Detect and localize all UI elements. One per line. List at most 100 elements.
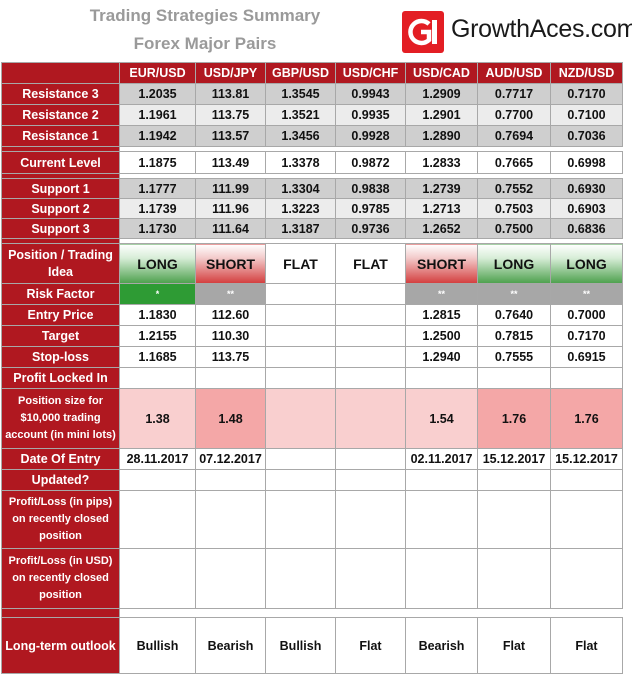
cell: 1.48	[195, 388, 266, 449]
cell: 1.54	[405, 388, 478, 449]
cell: 1.2909	[405, 83, 478, 105]
spacer	[477, 146, 551, 152]
cell: 1.2890	[405, 125, 478, 147]
row-label: Support 2	[1, 198, 120, 219]
page-title: Trading Strategies Summary	[89, 6, 321, 25]
cell: 0.9935	[335, 104, 406, 126]
cell: 0.9736	[335, 218, 406, 239]
cell: 1.2940	[405, 346, 478, 368]
cell: 111.99	[195, 178, 266, 199]
g1-logo-icon	[402, 11, 444, 53]
spacer	[119, 146, 196, 152]
row-label: Position / Trading Idea	[1, 243, 120, 284]
pair-header: EUR/USD	[119, 62, 196, 84]
cell: 110.30	[195, 325, 266, 347]
cell: 0.7700	[477, 104, 551, 126]
cell: 1.3456	[265, 125, 336, 147]
cell: 0.7555	[477, 346, 551, 368]
cell: 0.6998	[550, 151, 623, 174]
cell: 0.6915	[550, 346, 623, 368]
cell	[405, 367, 478, 389]
brand-name: GrowthAces.com	[451, 15, 632, 43]
position-short: SHORT	[405, 243, 478, 284]
spacer	[335, 146, 406, 152]
spacer	[195, 608, 266, 618]
cell: 113.57	[195, 125, 266, 147]
header-row: EUR/USD USD/JPY GBP/USD USD/CHF USD/CAD …	[1, 62, 623, 84]
cell	[335, 367, 406, 389]
cell: Bullish	[119, 617, 196, 674]
cell: 0.7170	[550, 83, 623, 105]
cell	[335, 548, 406, 609]
cell	[335, 490, 406, 549]
cell	[335, 325, 406, 347]
spacer	[405, 173, 478, 179]
spacer	[477, 238, 551, 244]
cell: 1.1830	[119, 304, 196, 326]
spacer-row	[1, 173, 623, 179]
cell	[195, 469, 266, 491]
spacer	[119, 238, 196, 244]
cell: 1.1942	[119, 125, 196, 147]
cell	[477, 367, 551, 389]
row-label: Support 3	[1, 218, 120, 239]
cell	[550, 548, 623, 609]
cell	[265, 448, 336, 470]
cell: Bullish	[265, 617, 336, 674]
spacer	[265, 238, 336, 244]
cell	[265, 367, 336, 389]
row-label: Updated?	[1, 469, 120, 491]
cell: 0.7694	[477, 125, 551, 147]
cell: 1.2500	[405, 325, 478, 347]
cell: 1.2815	[405, 304, 478, 326]
spacer	[195, 173, 266, 179]
cell	[335, 469, 406, 491]
row-label: Date Of Entry	[1, 448, 120, 470]
spacer	[1, 146, 120, 152]
cell: 113.49	[195, 151, 266, 174]
cell: 1.2833	[405, 151, 478, 174]
cell	[265, 388, 336, 449]
cell: 1.2652	[405, 218, 478, 239]
cell	[265, 469, 336, 491]
spacer-row	[1, 608, 623, 618]
risk-badge: **	[405, 283, 478, 305]
cell	[195, 548, 266, 609]
cell: 1.76	[477, 388, 551, 449]
spacer	[550, 173, 623, 179]
cell: 0.9838	[335, 178, 406, 199]
cell: 0.7000	[550, 304, 623, 326]
cell	[477, 548, 551, 609]
entry-row: Entry Price 1.1830 112.60 1.2815 0.7640 …	[1, 304, 623, 326]
risk-row: Risk Factor * ** ** ** **	[1, 283, 623, 305]
cell: 0.7640	[477, 304, 551, 326]
outlook-row: Long-term outlook Bullish Bearish Bullis…	[1, 617, 623, 674]
cell: 0.9785	[335, 198, 406, 219]
updated-row: Updated?	[1, 469, 623, 491]
cell	[550, 367, 623, 389]
position-flat: FLAT	[265, 243, 336, 284]
pair-header: AUD/USD	[477, 62, 551, 84]
cell: 1.1777	[119, 178, 196, 199]
pair-header: USD/CHF	[335, 62, 406, 84]
cell: 1.1739	[119, 198, 196, 219]
row-label: Target	[1, 325, 120, 347]
strategies-table: EUR/USD USD/JPY GBP/USD USD/CHF USD/CAD …	[1, 62, 623, 674]
row-label: Resistance 2	[1, 104, 120, 126]
resistance-2-row: Resistance 2 1.1961 113.75 1.3521 0.9935…	[1, 104, 623, 126]
row-label: Long-term outlook	[1, 617, 120, 674]
cell: 0.9872	[335, 151, 406, 174]
spacer	[195, 238, 266, 244]
cell: 1.3304	[265, 178, 336, 199]
cell: 0.9928	[335, 125, 406, 147]
cell: Bearish	[405, 617, 478, 674]
cell: 1.38	[119, 388, 196, 449]
spacer-row	[1, 146, 623, 152]
cell	[195, 490, 266, 549]
spacer	[195, 146, 266, 152]
position-long: LONG	[119, 243, 196, 284]
spacer	[265, 146, 336, 152]
risk-badge: **	[550, 283, 623, 305]
header-corner	[1, 62, 120, 84]
target-row: Target 1.2155 110.30 1.2500 0.7815 0.717…	[1, 325, 623, 347]
